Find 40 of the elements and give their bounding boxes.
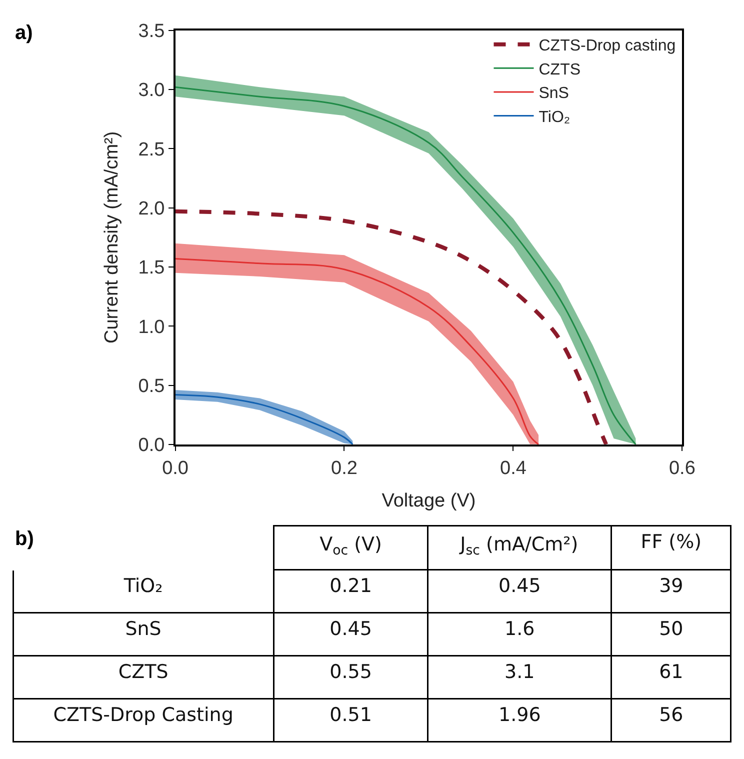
y-tick-label: 2.0 <box>138 198 165 220</box>
x-tick-label: 0.0 <box>162 458 188 479</box>
legend-label: CZTS <box>538 61 581 78</box>
category-label: CZTS <box>118 660 168 683</box>
y-tick-label: 3.5 <box>138 21 165 42</box>
x-tick-label: 0.2 <box>331 458 358 479</box>
text: 56 <box>659 704 684 726</box>
x-tick-label: 0.4 <box>500 458 527 479</box>
category-label: SnS <box>125 618 162 640</box>
text: 0.51 <box>330 704 372 726</box>
text: 61 <box>659 660 684 683</box>
category-label: FF (%) <box>640 530 702 553</box>
category-label: J$_{sc}$ (mA/Cm²) <box>459 534 578 559</box>
text: b) <box>15 528 34 550</box>
text: 3.1 <box>504 660 535 683</box>
category-label: TiO₂ <box>124 574 163 597</box>
category-label: CZTS-Drop Casting <box>53 704 234 726</box>
legend-label: CZTS-Drop casting <box>538 38 676 55</box>
x-tick-label: 0.6 <box>668 458 696 479</box>
y-tick-label: 1.5 <box>138 258 165 279</box>
y-tick-label: 1.0 <box>138 316 165 338</box>
text: 1.96 <box>498 704 541 726</box>
text: 1.6 <box>504 618 535 640</box>
line-series <box>175 209 608 444</box>
text: 0.21 <box>330 574 372 597</box>
y-tick-label: 2.5 <box>138 139 165 160</box>
legend-label: TiO₂ <box>538 108 570 126</box>
y-tick-label: 3.0 <box>138 80 165 102</box>
text: 39 <box>659 574 684 597</box>
text: 0.45 <box>330 618 372 640</box>
text: 50 <box>659 618 684 640</box>
chart-title: a) <box>15 22 33 44</box>
y-tick-label: 0.0 <box>138 435 165 456</box>
text: 0.55 <box>330 660 372 683</box>
category-label: V$_{oc}$ (V) <box>320 534 382 559</box>
legend-label: SnS <box>538 85 569 102</box>
text: 0.45 <box>498 574 541 597</box>
y-tick-label: 0.5 <box>138 376 165 397</box>
y-axis-title: Current density (mA/cm²) <box>102 131 123 344</box>
x-axis-title: Voltage (V) <box>382 490 476 512</box>
